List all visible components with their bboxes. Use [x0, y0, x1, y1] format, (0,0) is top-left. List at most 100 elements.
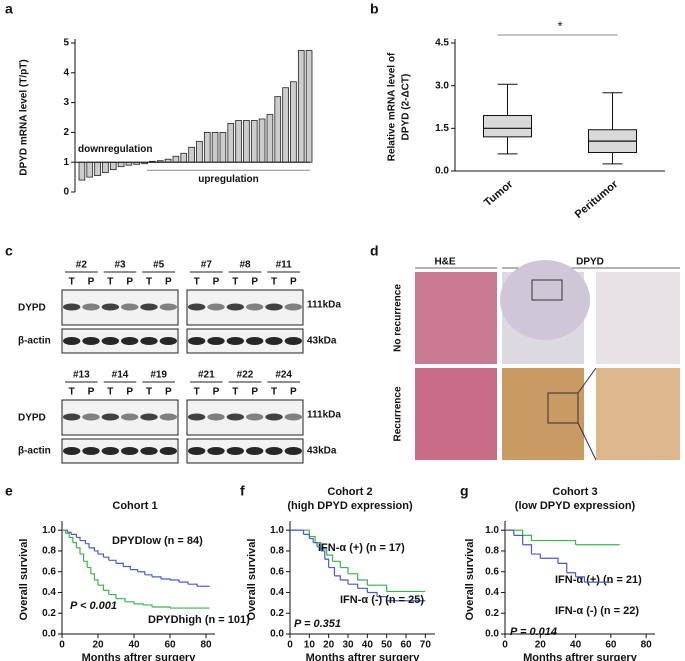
legend-label: IFN-α (-) (n = 25) — [340, 594, 424, 606]
sample-label: #14 — [112, 370, 129, 381]
survival-step — [69, 536, 74, 543]
ihc-image — [502, 368, 584, 460]
y-tick-label: 0.6 — [270, 566, 284, 577]
x-axis-title: Months aftrer surgery — [82, 652, 197, 661]
x-tick-label: 20 — [323, 640, 335, 651]
survival-step — [62, 529, 67, 534]
survival-step — [94, 579, 99, 586]
survival-step — [123, 565, 131, 570]
bar — [266, 114, 274, 163]
y-tick-label: 0.2 — [485, 608, 499, 619]
sample-label: #5 — [153, 260, 165, 271]
band — [265, 337, 283, 345]
survival-step — [137, 571, 146, 575]
y-tick-label: 0.0 — [270, 629, 284, 640]
zoom-box — [531, 279, 563, 301]
protein-label: β-actin — [18, 446, 51, 457]
survival-step — [328, 566, 336, 576]
survival-step — [98, 584, 104, 591]
survival-step — [522, 544, 533, 555]
band — [226, 303, 244, 311]
survival-step — [103, 589, 110, 595]
bar — [180, 152, 188, 163]
band — [226, 337, 244, 345]
p-value: P < 0.001 — [70, 600, 117, 612]
y-tick-label: 1.5 — [435, 123, 449, 134]
band — [121, 337, 139, 345]
survival-step — [324, 558, 330, 568]
survival-step — [309, 535, 316, 543]
bar — [203, 131, 211, 163]
zoom-image — [596, 368, 680, 460]
band — [101, 413, 120, 421]
bar — [258, 118, 266, 163]
survival-step — [170, 579, 180, 583]
survival-step — [326, 554, 334, 562]
band — [140, 337, 158, 345]
sample-label: #8 — [239, 260, 251, 271]
x-tick-label: 20 — [92, 640, 104, 651]
y-tick-label: 0.4 — [485, 587, 499, 598]
survival-step — [76, 536, 81, 541]
lane-label: T — [146, 277, 152, 288]
survival-step — [161, 578, 171, 581]
band — [284, 337, 303, 345]
y-tick-label: 0.2 — [270, 608, 284, 619]
survival-step — [332, 560, 341, 568]
survival-step — [98, 553, 104, 558]
panel-letter: g — [460, 483, 469, 499]
panel-letter: b — [370, 1, 379, 17]
bar — [219, 131, 227, 163]
survival-step — [80, 553, 85, 562]
he-image — [415, 368, 497, 460]
survival-step — [549, 539, 577, 545]
sample-label: #7 — [201, 260, 213, 271]
sample-label: #21 — [198, 370, 215, 381]
zoom-line — [577, 367, 597, 394]
y-tick-label: 0.8 — [42, 546, 56, 557]
x-tick-label: 60 — [605, 640, 617, 651]
bar — [227, 123, 235, 163]
band — [188, 303, 206, 311]
sample-label: #13 — [73, 370, 90, 381]
y-axis-title: DPYD (2-ΔCT) — [401, 74, 412, 141]
band — [82, 303, 100, 311]
survival-step — [89, 547, 95, 551]
band — [62, 447, 81, 455]
band — [284, 413, 303, 421]
blot — [186, 289, 304, 326]
lane-label: P — [290, 277, 297, 288]
sample-label: #19 — [150, 370, 167, 381]
y-tick-label: 0.6 — [42, 566, 56, 577]
bar — [102, 161, 109, 174]
row-label: Recurrence — [393, 386, 404, 441]
bar — [109, 161, 117, 171]
x-tick-label: 20 — [535, 640, 547, 651]
y-tick-label: 0.4 — [42, 587, 56, 598]
chart-title: (high DPYD expression) — [287, 500, 413, 512]
survival-step — [357, 579, 368, 586]
band — [82, 337, 100, 345]
panel-letter: a — [5, 1, 13, 17]
x-tick-label: 70 — [420, 640, 432, 651]
survival-step — [566, 572, 577, 577]
band — [101, 447, 120, 455]
blot — [61, 438, 179, 464]
p-value: P = 0.014 — [510, 626, 557, 638]
lane-label: P — [88, 277, 95, 288]
zoom-box — [547, 392, 579, 424]
annotation: upregulation — [198, 174, 259, 185]
lane-label: T — [232, 277, 238, 288]
y-tick-label: 0.6 — [485, 566, 499, 577]
bar — [274, 96, 282, 163]
y-tick-label: 0.0 — [485, 629, 499, 640]
bar — [250, 120, 258, 163]
survival-step — [505, 529, 515, 536]
survival-step — [143, 604, 153, 608]
survival-step — [134, 603, 144, 605]
bar — [297, 50, 305, 163]
band — [207, 447, 225, 455]
sample-label: #24 — [275, 370, 292, 381]
y-tick-label: 1.0 — [270, 525, 284, 536]
